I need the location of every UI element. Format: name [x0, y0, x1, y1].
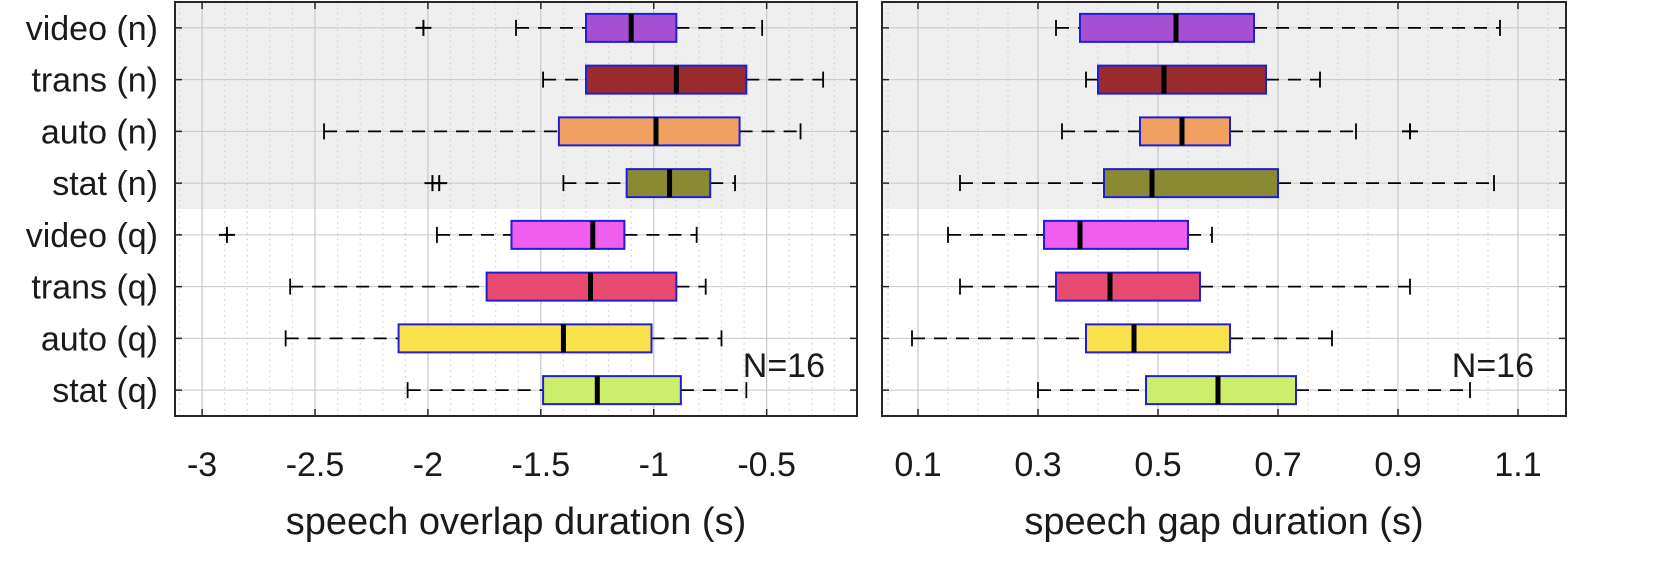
box-auto-q — [911, 323, 1333, 354]
box-trans-q — [959, 271, 1411, 302]
box-stat-q — [406, 375, 748, 406]
x-tick-label: 0.5 — [1134, 446, 1181, 484]
x-tick-label: 0.9 — [1374, 446, 1421, 484]
x-tick-label: -3 — [187, 446, 217, 484]
outlier-marker — [415, 19, 432, 36]
x-tick-label: -1 — [639, 446, 669, 484]
shaded-group-band — [175, 2, 857, 209]
iqr-box — [510, 219, 626, 250]
iqr-box — [1103, 168, 1279, 199]
box-trans-n — [542, 64, 825, 95]
x-tick-label: 1.1 — [1494, 446, 1541, 484]
x-tick-label: 0.7 — [1254, 446, 1301, 484]
iqr-box — [1079, 12, 1255, 43]
outlier-marker — [1402, 123, 1418, 140]
x-axis-title: speech gap duration (s) — [1024, 501, 1423, 543]
box-stat-n — [424, 168, 736, 199]
category-label: auto (n) — [41, 113, 158, 151]
overlap-duration-panel: -3 -2.5 -2 -1.5 -1 -0.5 video (n) trans (n) auto… — [26, 1, 858, 543]
category-label: video (q) — [26, 217, 158, 255]
box-trans-q — [289, 271, 707, 302]
x-axis-title: speech overlap duration (s) — [286, 501, 746, 543]
category-label: video (n) — [26, 10, 158, 48]
box-video-n — [1055, 12, 1501, 43]
box-video-q — [218, 219, 698, 250]
outlier-marker — [431, 175, 448, 192]
box-video-n — [415, 12, 764, 43]
box-trans-n — [1085, 64, 1321, 95]
category-label: trans (q) — [31, 269, 158, 307]
box-video-q — [947, 219, 1213, 250]
iqr-box — [557, 116, 741, 147]
iqr-box — [1055, 271, 1201, 302]
iqr-box — [397, 323, 653, 354]
iqr-box — [585, 64, 748, 95]
box-auto-q — [284, 323, 723, 354]
x-tick-label: 0.1 — [894, 446, 941, 484]
iqr-box — [485, 271, 678, 302]
plot-frame — [881, 1, 1567, 417]
box-auto-n — [1061, 116, 1418, 147]
sample-size-annotation: N=16 — [743, 347, 825, 385]
iqr-box — [1145, 375, 1297, 406]
category-label: trans (n) — [31, 62, 158, 100]
box-stat-n — [959, 168, 1495, 199]
iqr-box — [1097, 64, 1267, 95]
gap-duration-panel: 0.1 0.3 0.5 0.7 0.9 1.1 N=16 speech gap duratio… — [881, 1, 1567, 543]
category-label: stat (q) — [52, 372, 158, 410]
x-tick-label: -0.5 — [737, 446, 796, 484]
box-stat-q — [1037, 375, 1471, 406]
x-tick-label: -2 — [413, 446, 443, 484]
sample-size-annotation: N=16 — [1452, 347, 1534, 385]
box-auto-n — [323, 116, 802, 147]
plot-frame — [174, 1, 858, 417]
iqr-box — [1139, 116, 1231, 147]
x-tick-label: 0.3 — [1014, 446, 1061, 484]
iqr-box — [1043, 219, 1189, 250]
iqr-box — [542, 375, 682, 406]
iqr-box — [1085, 323, 1231, 354]
category-label: stat (n) — [52, 165, 158, 203]
x-tick-label: -2.5 — [286, 446, 345, 484]
x-tick-label: -1.5 — [512, 446, 571, 484]
outlier-marker — [218, 226, 235, 243]
category-label: auto (q) — [41, 320, 158, 358]
